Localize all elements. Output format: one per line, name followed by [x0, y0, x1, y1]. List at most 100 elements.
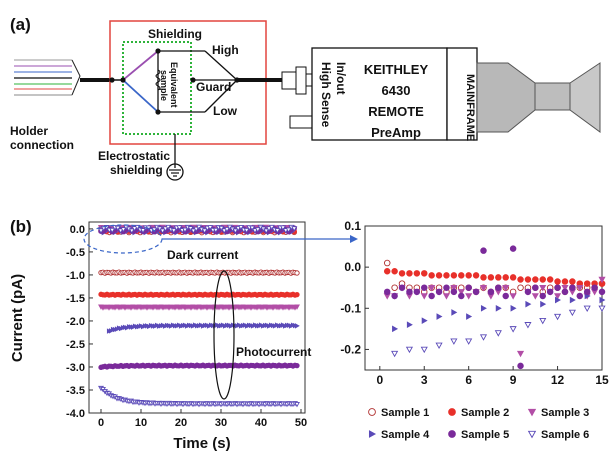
- inset-point: [451, 339, 457, 344]
- inset-point: [496, 305, 501, 311]
- inset-point: [592, 285, 598, 291]
- main-x-axis-label: Time (s): [173, 435, 230, 452]
- inset-point: [570, 285, 576, 291]
- inset-point: [533, 294, 539, 299]
- legend-label: Sample 5: [461, 429, 509, 441]
- inset-y-tick-label: 0.0: [344, 260, 361, 274]
- inset-point: [488, 289, 494, 295]
- inset-point: [392, 351, 398, 356]
- photocurrent-label: Photocurrent: [236, 345, 311, 359]
- holder-cable: [14, 60, 112, 95]
- inset-point: [510, 275, 516, 281]
- inset-point: [384, 289, 390, 295]
- inset-x-tick-label: 15: [595, 373, 609, 387]
- inset-point: [570, 297, 575, 303]
- inset-point: [429, 293, 435, 299]
- inset-point: [466, 339, 472, 344]
- cable-stem: [535, 83, 570, 110]
- guard-label: Guard: [196, 80, 231, 94]
- main-y-tick-label: -1.0: [66, 270, 85, 282]
- inset-point: [533, 285, 539, 291]
- inset-point: [518, 363, 524, 369]
- inset-point: [407, 271, 413, 277]
- shield-box: [123, 42, 191, 134]
- inset-point: [421, 285, 427, 291]
- main-y-tick-label: -0.5: [66, 247, 85, 259]
- inset-point: [392, 285, 398, 291]
- svg-text:KEITHLEY: KEITHLEY: [364, 62, 429, 77]
- inset-point: [511, 305, 516, 311]
- legend-marker: [529, 409, 536, 415]
- legend-label: Sample 4: [381, 429, 430, 441]
- series-point: [295, 402, 299, 406]
- inset-point: [570, 279, 576, 285]
- main-x-tick-label: 20: [175, 417, 187, 429]
- inset-point: [473, 289, 479, 295]
- cable-end: [570, 63, 600, 132]
- inset-point: [503, 275, 509, 281]
- inset-point: [525, 323, 531, 328]
- inset-point: [496, 331, 502, 336]
- inset-point: [525, 277, 531, 283]
- inset-point: [599, 289, 605, 295]
- inset-point: [584, 289, 590, 295]
- inset-point: [466, 294, 472, 299]
- inset-point: [451, 289, 457, 295]
- inset-point: [414, 271, 420, 277]
- inset-point: [526, 301, 531, 307]
- dark-current-label: Dark current: [167, 248, 238, 262]
- electrostatic-shielding-label: Electrostatic shielding: [98, 149, 173, 177]
- equivalent-sample-label: Equivalent sample: [159, 62, 179, 110]
- inset-point: [399, 285, 405, 291]
- zoom-arrowhead: [350, 235, 358, 243]
- main-x-tick-label: 40: [255, 417, 267, 429]
- legend-label: Sample 2: [461, 407, 509, 419]
- inset-point: [496, 275, 502, 281]
- inset-point: [584, 281, 590, 287]
- main-y-tick-label: -2.0: [66, 316, 85, 328]
- inset-point: [414, 289, 420, 295]
- inset-point: [399, 271, 405, 277]
- inset-point: [392, 293, 398, 299]
- inset-point: [466, 273, 472, 279]
- inset-point: [466, 314, 471, 320]
- main-x-tick-label: 30: [215, 417, 227, 429]
- inset-point: [444, 273, 450, 279]
- inset-point: [518, 351, 524, 356]
- inset-point: [562, 279, 568, 285]
- legend-label: Sample 1: [381, 407, 429, 419]
- inset-y-tick-label: -0.2: [340, 342, 361, 356]
- inset-y-tick-label: 0.1: [344, 219, 361, 233]
- series-point: [295, 363, 299, 367]
- inset-point: [458, 293, 464, 299]
- inset-x-tick-label: 9: [510, 373, 517, 387]
- svg-text:REMOTE: REMOTE: [368, 104, 424, 119]
- main-y-tick-label: 0.0: [70, 224, 85, 236]
- main-y-tick-label: -2.5: [66, 339, 85, 351]
- inset-point: [481, 305, 486, 311]
- inset-x-tick-label: 6: [465, 373, 472, 387]
- inset-point: [384, 268, 390, 274]
- inset-point: [599, 306, 605, 311]
- inset-point: [547, 277, 553, 283]
- inset-point: [533, 277, 539, 283]
- inset-point: [496, 285, 502, 291]
- main-y-axis-label: Current (pA): [9, 274, 26, 362]
- inset-point: [503, 293, 509, 299]
- inset-point: [429, 273, 435, 279]
- series-point: [295, 324, 299, 328]
- inset-point: [444, 294, 450, 299]
- inset-point: [541, 301, 546, 307]
- inset-point: [421, 271, 427, 277]
- port-in-out-label: In/out: [334, 62, 348, 95]
- inset-point: [510, 294, 516, 299]
- main-chart: 0 10 20 30 40 50 0.0 -0.5 -1.0 -1.5 -2.0 -2.5 -3.0 -3…: [9, 222, 307, 452]
- inset-point: [466, 285, 472, 291]
- inset-y-tick-label: -0.1: [340, 301, 361, 315]
- inset-point: [510, 327, 516, 332]
- inset-point: [525, 289, 531, 295]
- inset-point: [570, 310, 576, 315]
- port-high-sense-label: High Sense: [319, 62, 333, 128]
- connector: [282, 67, 312, 128]
